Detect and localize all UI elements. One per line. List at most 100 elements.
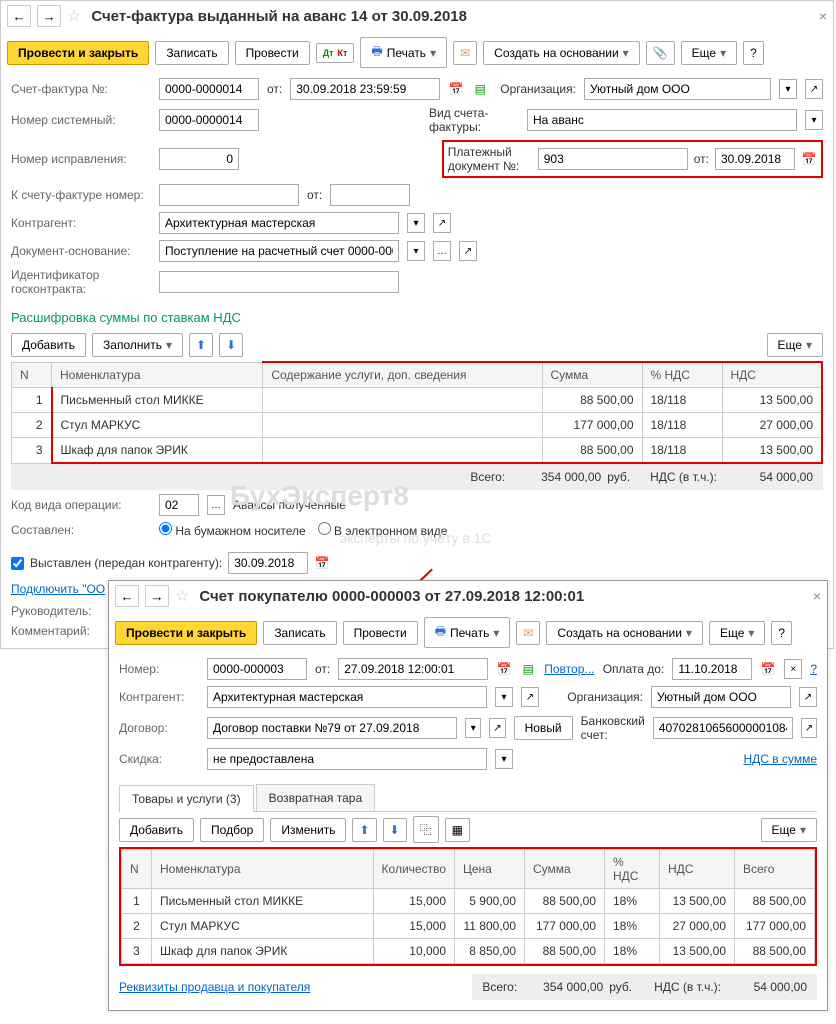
date-input[interactable] xyxy=(290,78,440,100)
calendar-icon-3[interactable]: 📅 xyxy=(314,556,330,570)
select-button[interactable]: Подбор xyxy=(200,818,264,842)
add-button-2[interactable]: Добавить xyxy=(119,818,194,842)
forward-button-2[interactable]: → xyxy=(145,585,169,607)
help-button[interactable]: ? xyxy=(743,41,764,65)
tab-returnable[interactable]: Возвратная тара xyxy=(256,784,376,811)
save-button-2[interactable]: Записать xyxy=(263,621,336,645)
cp-open[interactable]: ↗ xyxy=(433,213,451,233)
issued-checkbox[interactable] xyxy=(11,557,24,570)
post-close-button-2[interactable]: Провести и закрыть xyxy=(115,621,257,645)
invoice-no-input[interactable] xyxy=(159,78,259,100)
table-more-2[interactable]: Еще xyxy=(761,818,817,842)
table-row[interactable]: 3Шкаф для папок ЭРИК88 500,0018/11813 50… xyxy=(12,438,823,464)
vat-in-sum-link[interactable]: НДС в сумме xyxy=(743,752,817,766)
cp-open-2[interactable]: ↗ xyxy=(521,687,539,707)
op-code-select[interactable]: … xyxy=(207,495,225,515)
help-button-2[interactable]: ? xyxy=(771,621,792,645)
org-select[interactable]: ▾ xyxy=(779,79,797,99)
more-button[interactable]: Еще xyxy=(681,41,737,65)
bank-open[interactable]: ↗ xyxy=(801,718,817,738)
org-input[interactable] xyxy=(584,78,771,100)
move-up-button[interactable]: ⬆ xyxy=(189,333,213,357)
calendar-icon[interactable]: 📅 xyxy=(448,82,464,96)
bank-input[interactable] xyxy=(653,717,793,739)
table-row[interactable]: 2Стул МАРКУС177 000,0018/11827 000,00 xyxy=(12,413,823,438)
org-open[interactable]: ↗ xyxy=(805,79,823,99)
close-icon[interactable]: × xyxy=(819,8,827,24)
table-row[interactable]: 1Письменный стол МИККЕ15,0005 900,0088 5… xyxy=(122,889,815,914)
date-input-2[interactable] xyxy=(338,658,488,680)
calendar-icon-4[interactable]: 📅 xyxy=(496,662,512,676)
payment-date-input[interactable] xyxy=(715,148,795,170)
close-icon-2[interactable]: × xyxy=(813,588,821,604)
add-row-button[interactable]: Добавить xyxy=(11,333,86,357)
back-button[interactable]: ← xyxy=(7,5,31,27)
discount-select[interactable]: ▾ xyxy=(495,749,513,769)
basis-open[interactable]: ↗ xyxy=(459,241,477,261)
create-based-button[interactable]: Создать на основании xyxy=(483,41,640,65)
counterparty-input[interactable] xyxy=(159,212,399,234)
doc-icon-2[interactable]: ▤ xyxy=(520,662,536,676)
calendar-icon-5[interactable]: 📅 xyxy=(760,662,776,676)
basis-more[interactable]: … xyxy=(433,241,451,261)
attach-button[interactable]: 📎 xyxy=(646,41,675,65)
type-select[interactable]: ▾ xyxy=(805,110,823,130)
contract-open[interactable]: ↗ xyxy=(489,718,505,738)
to-invoice-date[interactable] xyxy=(330,184,410,206)
connect-link[interactable]: Подключить "ОО xyxy=(11,582,105,596)
table-row[interactable]: 2Стул МАРКУС15,00011 800,00177 000,0018%… xyxy=(122,914,815,939)
paste-button[interactable]: ▦ xyxy=(445,818,470,842)
pay-help[interactable]: ? xyxy=(810,662,817,676)
email-button-2[interactable]: ✉ xyxy=(516,621,540,645)
more-button-2[interactable]: Еще xyxy=(709,621,765,645)
tab-goods[interactable]: Товары и услуги (3) xyxy=(119,785,254,812)
correction-input[interactable] xyxy=(159,148,239,170)
repeat-link[interactable]: Повтор... xyxy=(544,662,594,676)
copy-button[interactable]: ⿻ xyxy=(413,816,439,843)
op-code-input[interactable] xyxy=(159,494,199,516)
contract-input[interactable] xyxy=(207,717,457,739)
contract-select[interactable]: ▾ xyxy=(465,718,481,738)
back-button-2[interactable]: ← xyxy=(115,585,139,607)
doc-icon[interactable]: ▤ xyxy=(472,82,488,96)
move-down-button[interactable]: ⬇ xyxy=(219,333,243,357)
discount-input[interactable] xyxy=(207,748,487,770)
table-more-button[interactable]: Еще xyxy=(767,333,823,357)
cp-select-2[interactable]: ▾ xyxy=(495,687,513,707)
print-button-2[interactable]: 🖶 Печать xyxy=(424,617,511,648)
move-up-2[interactable]: ⬆ xyxy=(352,818,376,842)
forward-button[interactable]: → xyxy=(37,5,61,27)
cp-select[interactable]: ▾ xyxy=(407,213,425,233)
radio-electronic[interactable]: В электронном виде xyxy=(318,522,448,538)
radio-paper[interactable]: На бумажном носителе xyxy=(159,522,306,538)
save-button[interactable]: Записать xyxy=(155,41,228,65)
to-invoice-input[interactable] xyxy=(159,184,299,206)
payment-doc-input[interactable] xyxy=(538,148,688,170)
post-button-2[interactable]: Провести xyxy=(343,621,418,645)
gov-id-input[interactable] xyxy=(159,271,399,293)
new-contract-button[interactable]: Новый xyxy=(514,716,573,740)
email-button[interactable]: ✉ xyxy=(453,41,477,65)
move-down-2[interactable]: ⬇ xyxy=(383,818,407,842)
pay-until-input[interactable] xyxy=(672,658,752,680)
org-open-2[interactable]: ↗ xyxy=(799,687,817,707)
org-input-2[interactable] xyxy=(651,686,791,708)
number-input[interactable] xyxy=(207,658,307,680)
post-button[interactable]: Провести xyxy=(235,41,310,65)
seller-details-link[interactable]: Реквизиты продавца и покупателя xyxy=(119,980,310,994)
change-button[interactable]: Изменить xyxy=(270,818,346,842)
calendar-icon-2[interactable]: 📅 xyxy=(801,152,817,166)
cp-input-2[interactable] xyxy=(207,686,487,708)
issued-date-input[interactable] xyxy=(228,552,308,574)
dtkt-button[interactable]: ДтКт xyxy=(316,43,355,63)
sys-no-input[interactable] xyxy=(159,109,259,131)
print-button[interactable]: 🖶 Печать xyxy=(360,37,447,68)
create-based-button-2[interactable]: Создать на основании xyxy=(546,621,703,645)
favorite-icon-2[interactable]: ☆ xyxy=(175,586,189,606)
pay-clear[interactable]: × xyxy=(784,659,802,679)
invoice-type-input[interactable] xyxy=(527,109,797,131)
table-row[interactable]: 3Шкаф для папок ЭРИК10,0008 850,0088 500… xyxy=(122,939,815,964)
basis-input[interactable] xyxy=(159,240,399,262)
post-close-button[interactable]: Провести и закрыть xyxy=(7,41,149,65)
favorite-icon[interactable]: ☆ xyxy=(67,6,81,26)
